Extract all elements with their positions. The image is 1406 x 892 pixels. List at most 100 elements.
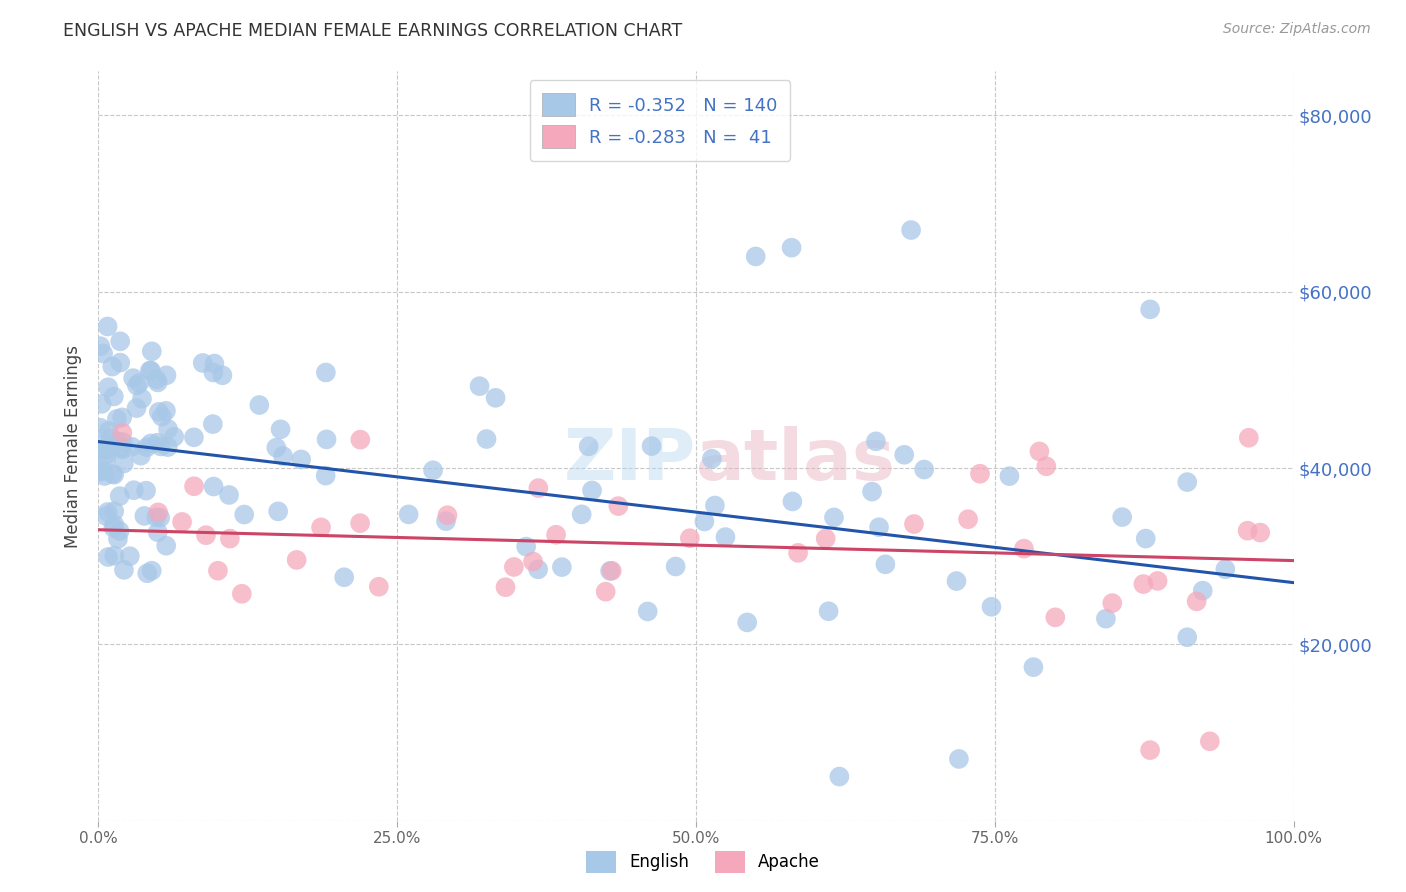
English	[121, 440, 143, 454]
Apache	[1132, 577, 1154, 591]
English	[122, 483, 145, 498]
English	[97, 319, 120, 334]
English	[1191, 583, 1213, 598]
English	[149, 439, 172, 453]
English	[191, 356, 214, 370]
English	[860, 484, 883, 499]
English	[145, 510, 167, 524]
English	[108, 489, 131, 503]
English	[900, 223, 922, 237]
English	[1095, 612, 1118, 626]
English	[149, 510, 172, 524]
English	[1135, 532, 1157, 546]
English	[865, 434, 887, 449]
English	[823, 510, 845, 524]
Legend: English, Apache: English, Apache	[579, 845, 827, 880]
English	[139, 436, 162, 450]
Apache	[595, 584, 617, 599]
English	[980, 599, 1002, 614]
English	[183, 430, 205, 444]
English	[103, 549, 125, 563]
Apache	[285, 553, 308, 567]
English	[551, 560, 574, 574]
English	[108, 524, 131, 538]
English	[141, 564, 163, 578]
English	[148, 405, 170, 419]
English	[94, 509, 117, 524]
English	[155, 539, 177, 553]
English	[484, 391, 506, 405]
English	[139, 364, 162, 378]
Apache	[1028, 444, 1050, 458]
English	[571, 508, 593, 522]
Apache	[172, 515, 194, 529]
English	[145, 372, 167, 386]
English	[94, 437, 117, 451]
Apache	[1185, 594, 1208, 608]
English	[101, 467, 124, 481]
Apache	[207, 564, 229, 578]
English	[146, 376, 169, 390]
English	[156, 440, 179, 454]
Apache	[367, 580, 389, 594]
English	[96, 448, 118, 462]
English	[202, 357, 225, 371]
English	[817, 604, 839, 618]
English	[398, 508, 420, 522]
Apache	[1146, 574, 1168, 588]
Apache	[436, 508, 458, 523]
Apache	[607, 499, 630, 513]
Apache	[148, 505, 170, 519]
English	[271, 449, 294, 463]
English	[912, 462, 935, 476]
English	[333, 570, 356, 584]
English	[599, 564, 621, 578]
English	[637, 604, 659, 618]
English	[780, 241, 803, 255]
English	[315, 468, 337, 483]
English	[218, 488, 240, 502]
Apache	[1101, 596, 1123, 610]
English	[103, 467, 125, 482]
English	[202, 479, 225, 493]
Apache	[502, 560, 524, 574]
Apache	[1199, 734, 1222, 748]
Apache	[679, 531, 702, 545]
Apache	[903, 516, 925, 531]
Text: ENGLISH VS APACHE MEDIAN FEMALE EARNINGS CORRELATION CHART: ENGLISH VS APACHE MEDIAN FEMALE EARNINGS…	[63, 22, 682, 40]
Text: ZIP: ZIP	[564, 426, 696, 495]
English	[315, 366, 337, 380]
English	[89, 339, 111, 353]
English	[233, 508, 256, 522]
English	[122, 371, 145, 385]
English	[93, 464, 115, 478]
Apache	[527, 481, 550, 495]
English	[875, 558, 897, 572]
Text: atlas: atlas	[696, 426, 896, 495]
English	[270, 422, 292, 436]
Legend: R = -0.352   N = 140, R = -0.283   N =  41: R = -0.352 N = 140, R = -0.283 N = 41	[530, 80, 790, 161]
Apache	[969, 467, 991, 481]
English	[527, 562, 550, 576]
English	[141, 344, 163, 359]
Apache	[600, 564, 623, 578]
English	[640, 439, 662, 453]
English	[155, 368, 177, 383]
English	[128, 376, 150, 390]
English	[247, 398, 270, 412]
English	[110, 356, 132, 370]
English	[468, 379, 491, 393]
English	[103, 504, 125, 518]
English	[125, 378, 148, 392]
English	[945, 574, 967, 588]
English	[103, 389, 125, 403]
English	[110, 334, 132, 349]
Apache	[787, 546, 810, 560]
Apache	[1237, 431, 1260, 445]
Apache	[231, 587, 253, 601]
English	[1175, 630, 1198, 644]
English	[112, 457, 135, 471]
English	[96, 450, 118, 465]
English	[703, 499, 725, 513]
English	[714, 530, 737, 544]
